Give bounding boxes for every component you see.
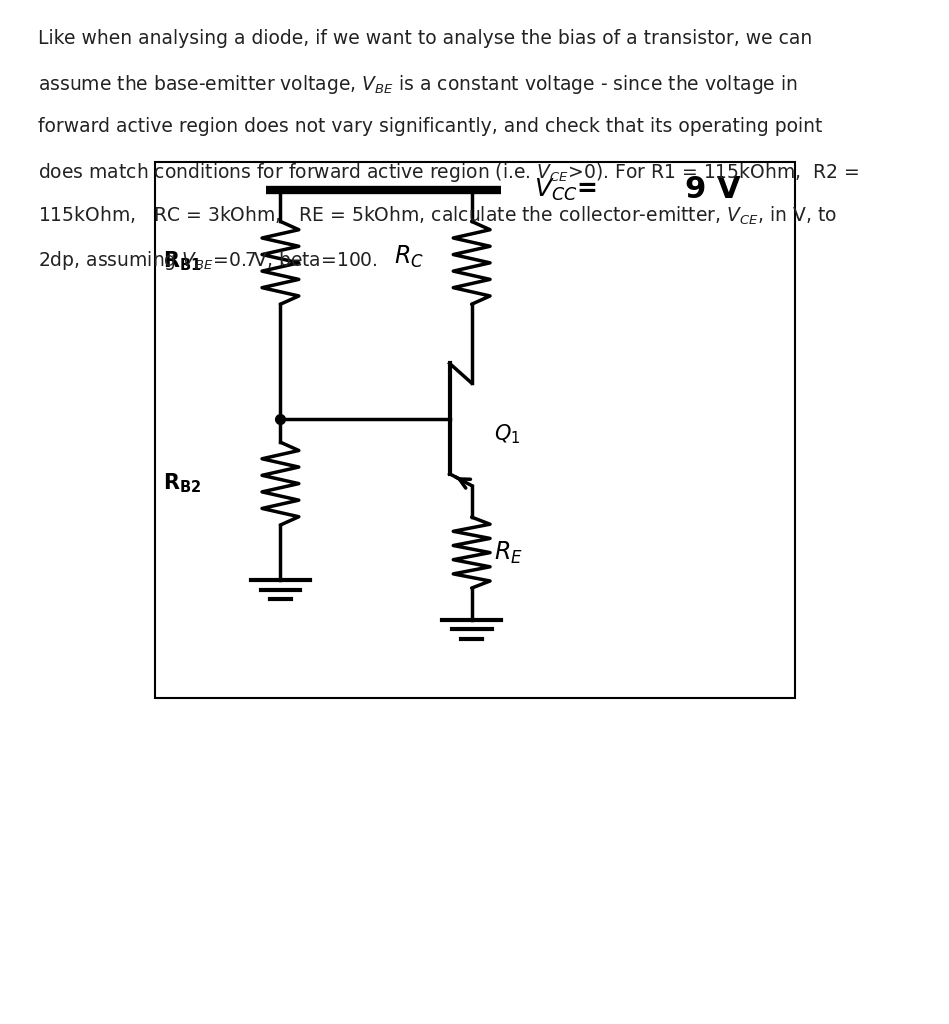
- FancyBboxPatch shape: [156, 162, 795, 698]
- Text: 2dp, assuming $V_{BE}$=0.7V, beta=100.: 2dp, assuming $V_{BE}$=0.7V, beta=100.: [38, 249, 378, 271]
- Text: assume the base-emitter voltage, $V_{BE}$ is a constant voltage - since the volt: assume the base-emitter voltage, $V_{BE}…: [38, 73, 798, 95]
- Text: $V_{CC}$=: $V_{CC}$=: [534, 177, 597, 203]
- Text: does match conditions for forward active region (i.e. $V_{CE}$>0). For R1 = 115k: does match conditions for forward active…: [38, 161, 859, 183]
- Text: $R_C$: $R_C$: [395, 244, 424, 270]
- Text: forward active region does not vary significantly, and check that its operating : forward active region does not vary sign…: [38, 117, 823, 136]
- Text: $Q_1$: $Q_1$: [493, 423, 520, 446]
- Text: $\mathbf{R_{B1}}$: $\mathbf{R_{B1}}$: [163, 249, 201, 272]
- Text: 115kOhm,   RC = 3kOhm,   RE = 5kOhm, calculate the collector-emitter, $V_{CE}$, : 115kOhm, RC = 3kOhm, RE = 5kOhm, calcula…: [38, 205, 837, 227]
- Text: $R_E$: $R_E$: [493, 540, 523, 565]
- Text: 9 V: 9 V: [685, 175, 740, 205]
- Text: Like when analysing a diode, if we want to analyse the bias of a transistor, we : Like when analysing a diode, if we want …: [38, 29, 812, 48]
- Text: $\mathbf{R_{B2}}$: $\mathbf{R_{B2}}$: [163, 471, 201, 495]
